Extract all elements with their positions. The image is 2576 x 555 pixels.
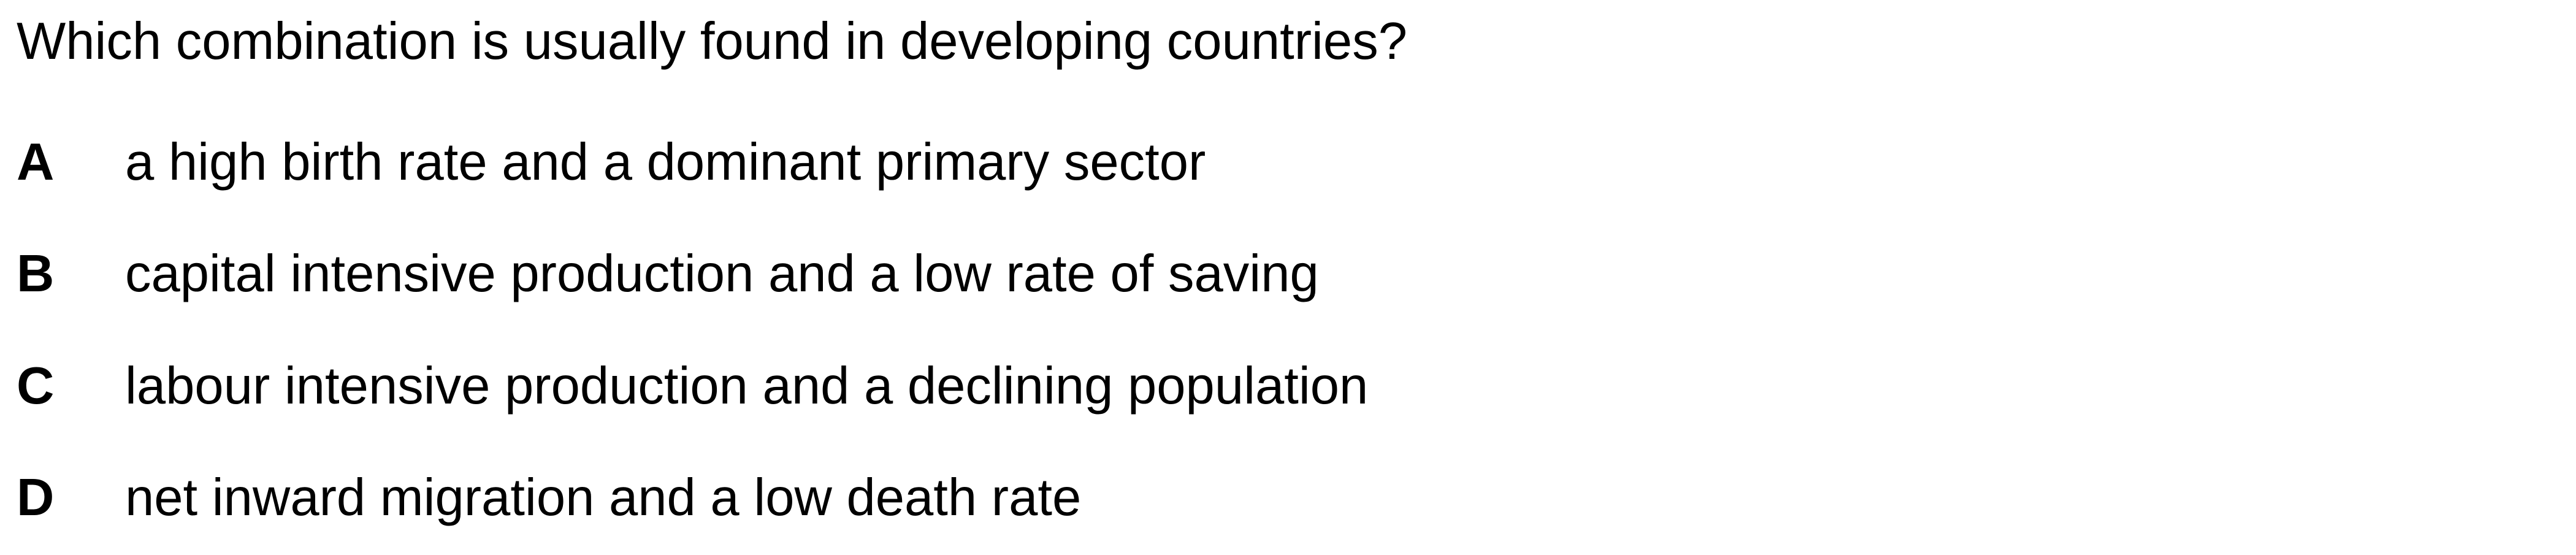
question-text: Which combination is usually found in de…	[17, 12, 1407, 71]
option-text: capital intensive production and a low r…	[125, 245, 1319, 303]
option-letter: D	[17, 469, 55, 527]
option-letter: C	[17, 357, 55, 415]
option-letter: B	[17, 245, 55, 303]
option-text: labour intensive production and a declin…	[125, 357, 1369, 415]
option-text: a high birth rate and a dominant primary…	[125, 133, 1206, 191]
option-text: net inward migration and a low death rat…	[125, 469, 1082, 527]
option-letter: A	[17, 133, 55, 191]
